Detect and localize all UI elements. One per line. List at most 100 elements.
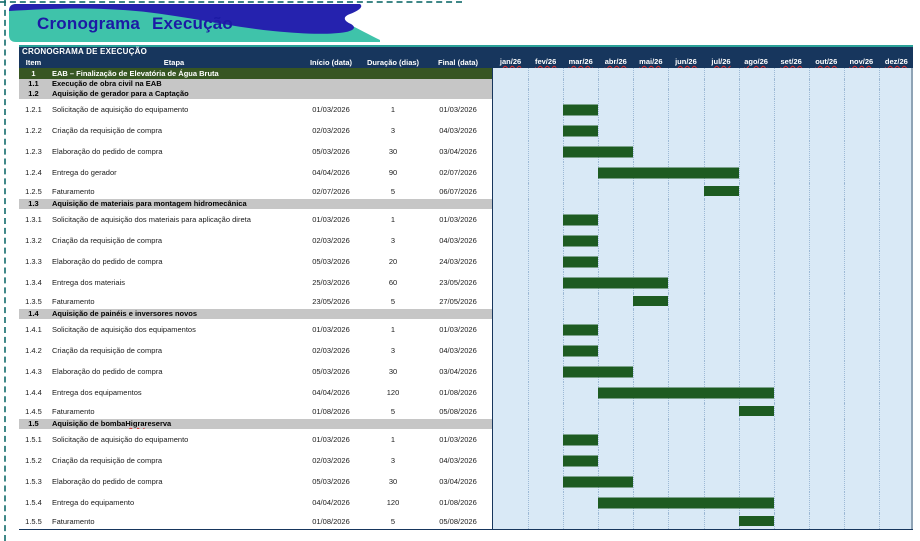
item-cell: 1.4.3 — [19, 361, 48, 382]
end-date-cell: 01/08/2026 — [424, 492, 492, 513]
duration-cell: 60 — [362, 272, 424, 293]
month-gridline — [703, 293, 705, 309]
gantt-cell — [492, 403, 913, 419]
month-gridline — [843, 429, 845, 450]
end-date-cell: 05/08/2026 — [424, 513, 492, 529]
start-date-cell: 02/03/2026 — [300, 340, 362, 361]
gantt-bar — [563, 146, 634, 157]
month-gridline — [703, 209, 705, 230]
etapa-cell: Entrega dos materiais — [48, 272, 300, 293]
gantt-cell — [492, 209, 913, 230]
month-gridline — [773, 471, 775, 492]
month-gridline — [528, 340, 530, 361]
month-gridline — [878, 513, 880, 529]
gantt-cell — [492, 272, 913, 293]
month-gridline — [808, 209, 810, 230]
month-header: dez/26 — [884, 57, 908, 66]
month-gridline — [703, 309, 705, 319]
task-row: 1.2.1 Solicitação de aquisição do equipam… — [19, 99, 913, 120]
task-row: 1.3.4 Entrega dos materiais 25/03/2026 60 23… — [19, 272, 913, 293]
section-row: 1.2 Aquisição de gerador para a Captação — [19, 89, 913, 99]
gantt-bar — [738, 516, 774, 526]
month-gridline — [808, 419, 810, 429]
task-row: 1.5.4 Entrega do equipamento 04/04/2026 120… — [19, 492, 913, 513]
gantt-bar — [563, 277, 669, 288]
month-gridline — [808, 429, 810, 450]
task-row: 1.2.2 Criação da requisição de compra 02/0… — [19, 120, 913, 141]
month-gridline — [738, 471, 740, 492]
month-gridline — [738, 230, 740, 251]
month-gridline — [528, 492, 530, 513]
month-gridline — [808, 492, 810, 513]
task-row: 1.5.5 Faturamento 01/08/2026 5 05/08/2026 — [19, 513, 913, 529]
month-gridline — [528, 183, 530, 199]
month-gridline — [843, 230, 845, 251]
month-gridline — [703, 340, 705, 361]
month-gridline — [878, 293, 880, 309]
chart-title: CRONOGRAMA DE EXECUÇÃO — [22, 47, 147, 56]
month-header: jan/26 — [499, 57, 522, 66]
month-gridline — [633, 361, 635, 382]
item-cell: 1.2.1 — [19, 99, 48, 120]
month-gridline — [668, 120, 670, 141]
section-row: 1.3 Aquisição de materiais para montagem … — [19, 199, 913, 209]
month-gridline — [878, 89, 880, 99]
month-gridline — [668, 68, 670, 79]
gantt-bar — [563, 214, 599, 225]
start-date-cell: 02/03/2026 — [300, 230, 362, 251]
month-gridline — [703, 429, 705, 450]
column-header-row: Item Etapa Início (data) Duração (dias) … — [19, 56, 913, 68]
month-gridline — [563, 183, 565, 199]
gantt-cell — [492, 68, 913, 79]
month-header: set/26 — [780, 57, 802, 66]
duration-cell: 30 — [362, 361, 424, 382]
duration-cell: 1 — [362, 209, 424, 230]
task-row: 1.2.3 Elaboração do pedido de compra 05/03… — [19, 141, 913, 162]
gantt-cell — [492, 199, 913, 209]
month-gridline — [668, 319, 670, 340]
selection-ants-left — [4, 0, 6, 541]
month-gridline — [703, 251, 705, 272]
month-gridline — [598, 183, 600, 199]
month-gridline — [528, 79, 530, 89]
month-gridline — [808, 251, 810, 272]
month-gridline — [843, 419, 845, 429]
month-gridline — [703, 141, 705, 162]
month-gridline — [563, 68, 565, 79]
month-gridline — [878, 251, 880, 272]
month-gridline — [808, 513, 810, 529]
start-date-cell: 23/05/2026 — [300, 293, 362, 309]
month-gridline — [773, 141, 775, 162]
month-gridline — [808, 120, 810, 141]
end-date-cell: 05/08/2026 — [424, 403, 492, 419]
month-gridline — [668, 99, 670, 120]
month-gridline — [738, 199, 740, 209]
item-cell: 1.5.1 — [19, 429, 48, 450]
task-row: 1.3.5 Faturamento 23/05/2026 5 27/05/2026 — [19, 293, 913, 309]
month-gridline — [528, 89, 530, 99]
month-header: mai/26 — [639, 57, 663, 66]
month-gridline — [843, 492, 845, 513]
etapa-cell: Criação da requisição de compra — [48, 230, 300, 251]
month-gridline — [878, 361, 880, 382]
month-gridline — [808, 309, 810, 319]
month-gridline — [703, 419, 705, 429]
end-date-cell: 03/04/2026 — [424, 361, 492, 382]
gantt-bar — [598, 167, 739, 178]
header-final: Final (data) — [437, 57, 478, 67]
header-item: Item — [25, 57, 42, 67]
item-cell: 1.2.4 — [19, 162, 48, 183]
start-date-cell: 01/03/2026 — [300, 99, 362, 120]
month-gridline — [598, 309, 600, 319]
month-gridline — [738, 361, 740, 382]
month-header: jul/26 — [711, 57, 731, 66]
item-cell: 1.3.1 — [19, 209, 48, 230]
month-gridline — [738, 209, 740, 230]
month-gridline — [668, 230, 670, 251]
month-gridline — [738, 141, 740, 162]
month-gridline — [738, 340, 740, 361]
month-gridline — [668, 209, 670, 230]
month-gridline — [633, 319, 635, 340]
month-gridline — [738, 162, 740, 183]
